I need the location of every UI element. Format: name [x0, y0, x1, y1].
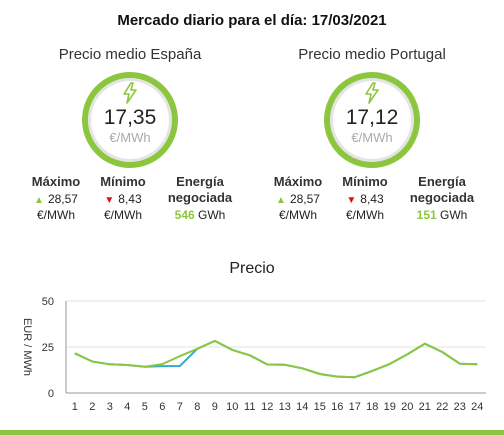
spain-max: Máximo ▲ 28,57 €/MWh — [31, 174, 81, 222]
y-tick-label: 25 — [42, 342, 54, 354]
chart-series — [74, 339, 478, 379]
x-tick-label: 19 — [384, 401, 396, 413]
arrow-up-icon: ▲ — [34, 195, 44, 206]
portugal-max-value: 28,57 — [289, 192, 320, 206]
x-tick-label: 4 — [124, 401, 130, 413]
x-tick-label: 18 — [366, 401, 378, 413]
x-tick-label: 12 — [261, 401, 273, 413]
chart-grid — [66, 300, 486, 394]
spain-price-ring: 17,35 €/MWh — [82, 72, 178, 168]
x-tick-label: 5 — [142, 401, 148, 413]
x-tick-label: 10 — [226, 401, 238, 413]
portugal-min-value: 8,43 — [360, 192, 384, 206]
x-tick-label: 11 — [244, 401, 255, 413]
arrow-up-icon: ▲ — [276, 195, 286, 206]
portugal-energy-unit: GWh — [440, 208, 468, 222]
spain-energy-unit: GWh — [198, 208, 226, 222]
x-tick-label: 21 — [419, 401, 431, 413]
x-tick-label: 7 — [177, 401, 183, 413]
portugal-price-unit: €/MWh — [351, 130, 393, 145]
spain-min-unit: €/MWh — [103, 208, 142, 222]
x-tick-label: 14 — [296, 401, 308, 413]
spain-price: 17,35 — [103, 106, 157, 129]
spain-energy: Energía negociada 546 GWh — [161, 174, 239, 222]
x-tick-label: 22 — [436, 401, 448, 413]
x-tick-label: 13 — [279, 401, 291, 413]
portugal-energy-label-1: Energía — [418, 174, 466, 189]
portugal-max-unit: €/MWh — [278, 208, 317, 222]
x-tick-label: 24 — [471, 401, 483, 413]
spain-energy-value: 546 — [174, 208, 195, 222]
lightning-bolt-icon — [365, 82, 379, 104]
portugal-price-ring: 17,12 €/MWh — [324, 72, 420, 168]
portugal-energy: Energía negociada 151 GWh — [403, 174, 481, 222]
series-line-portugal — [74, 339, 478, 379]
lightning-bolt-icon — [123, 82, 137, 104]
x-tick-label: 15 — [314, 401, 326, 413]
bottom-accent-bar — [0, 430, 504, 435]
spain-min-label: Mínimo — [100, 174, 146, 189]
chart-title: Precio — [229, 260, 275, 277]
x-tick-labels: 1 2 3 4 5 6 7 8 9 10 11 12 13 14 15 16 17 18 19 20 21 22 23 24 — [72, 401, 484, 413]
x-tick-label: 16 — [331, 401, 343, 413]
portugal-price: 17,12 — [345, 106, 399, 129]
x-tick-label: 9 — [212, 401, 218, 413]
x-tick-label: 6 — [159, 401, 165, 413]
spain-min-value: 8,43 — [118, 192, 142, 206]
spain-title: Precio medio España — [58, 46, 202, 63]
spain-stats: Máximo ▲ 28,57 €/MWh Mínimo ▼ 8,43 €/MWh E… — [15, 174, 245, 234]
portugal-min-unit: €/MWh — [345, 208, 384, 222]
portugal-stats: Máximo ▲ 28,57 €/MWh Mínimo ▼ 8,43 €/MWh E… — [257, 174, 487, 234]
spain-max-value: 28,57 — [47, 192, 78, 206]
page-title: Mercado diario para el día: 17/03/2021 — [117, 12, 387, 29]
arrow-down-icon: ▼ — [346, 195, 357, 206]
portugal-energy-value: 151 — [416, 208, 437, 222]
y-axis-label: EUR / MWh — [21, 318, 33, 376]
spain-panel: Precio medio España 17,35 €/MWh Máximo ▲… — [15, 46, 245, 222]
portugal-max: Máximo ▲ 28,57 €/MWh — [273, 174, 323, 222]
arrow-down-icon: ▼ — [104, 195, 115, 206]
portugal-min-label: Mínimo — [342, 174, 388, 189]
spain-max-label: Máximo — [31, 174, 81, 189]
portugal-energy-label-2: negociada — [409, 190, 475, 205]
spain-energy-label-2: negociada — [167, 190, 233, 205]
x-tick-label: 3 — [107, 401, 113, 413]
spain-min: Mínimo ▼ 8,43 €/MWh — [95, 174, 151, 222]
x-tick-label: 2 — [89, 401, 95, 413]
series-line-spain — [74, 339, 478, 379]
spain-max-unit: €/MWh — [36, 208, 75, 222]
portugal-min: Mínimo ▼ 8,43 €/MWh — [337, 174, 393, 222]
y-tick-labels: 0 25 50 — [42, 296, 54, 400]
spain-energy-label-1: Energía — [176, 174, 224, 189]
portugal-panel: Precio medio Portugal 17,12 €/MWh Máximo… — [257, 46, 487, 222]
x-tick-label: 8 — [194, 401, 200, 413]
portugal-max-label: Máximo — [273, 174, 323, 189]
x-tick-label: 17 — [349, 401, 361, 413]
x-tick-label: 1 — [72, 401, 78, 413]
y-tick-label: 50 — [42, 296, 54, 308]
portugal-title: Precio medio Portugal — [298, 46, 446, 63]
x-tick-label: 20 — [401, 401, 413, 413]
y-tick-label: 0 — [48, 388, 54, 400]
x-tick-label: 23 — [454, 401, 466, 413]
spain-price-unit: €/MWh — [109, 130, 151, 145]
